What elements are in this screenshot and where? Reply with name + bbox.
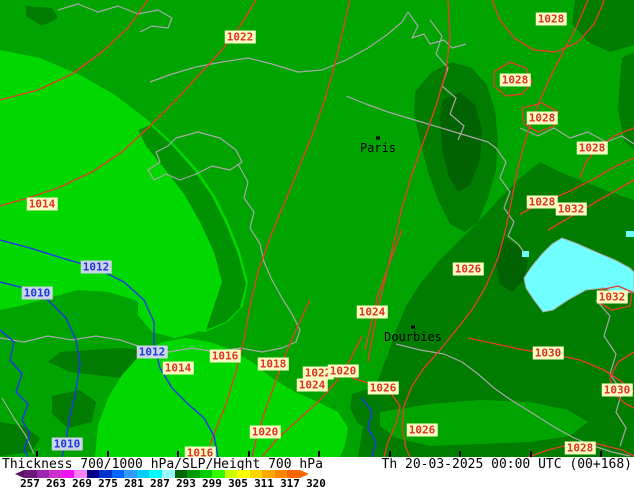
colorbar-left-arrow — [15, 470, 24, 478]
map-edge-tick — [248, 451, 250, 457]
colorbar-segment — [287, 470, 301, 478]
isobar-label: 1028 — [576, 141, 608, 155]
colorbar-tick-label: 257 — [20, 477, 40, 490]
colorbar-tick-label: 287 — [150, 477, 170, 490]
colorbar-segment — [162, 470, 175, 478]
colorbar-segment — [99, 470, 112, 478]
map-edge-tick — [600, 451, 602, 457]
city-label: Paris — [359, 141, 397, 155]
colorbar-right-arrow — [300, 470, 309, 478]
isobar-label: 1022 — [302, 366, 334, 380]
isobar-label: 1032 — [596, 290, 628, 304]
isobar-label: 1020 — [327, 364, 359, 378]
city-label: Dourbies — [384, 330, 442, 344]
isobar-label: 1026 — [367, 381, 399, 395]
map-edge-tick — [107, 451, 109, 457]
isobar-label: 1024 — [356, 305, 388, 319]
isobar-label: 1026 — [452, 262, 484, 276]
colorbar-segment — [274, 470, 288, 478]
map-product-title: Thickness 700/1000 hPa/SLP/Height 700 hP… — [2, 457, 323, 472]
colorbar-segment — [224, 470, 238, 478]
isobar-label: 1012 — [136, 345, 168, 359]
coastline-border-lines — [0, 3, 634, 457]
legend-bar: Thickness 700/1000 hPa/SLP/Height 700 hP… — [0, 457, 634, 490]
map-edge-tick — [177, 451, 179, 457]
colorbar-segment — [262, 470, 275, 478]
map-edge-tick — [36, 451, 38, 457]
colorbar-tick-label: 320 — [306, 477, 326, 490]
isobar-label: 1010 — [51, 437, 83, 451]
map-edge-ticks — [36, 451, 602, 457]
map-edge-tick — [389, 451, 391, 457]
colorbar-tick-label: 293 — [176, 477, 196, 490]
isobar-label: 1012 — [80, 260, 112, 274]
isobar-label: 1014 — [26, 197, 58, 211]
colorbar-segment — [36, 470, 50, 478]
isobar-label: 1024 — [296, 378, 328, 392]
colorbar-tick-label: 281 — [124, 477, 144, 490]
thickness-colorbar — [24, 470, 301, 478]
colorbar-segment — [174, 470, 188, 478]
isobar-label: 1028 — [526, 195, 558, 209]
colorbar-segment — [199, 470, 213, 478]
colorbar-tick-label: 275 — [98, 477, 118, 490]
colorbar-tick-label: 317 — [280, 477, 300, 490]
map-edge-tick — [530, 451, 532, 457]
isobar-label: 1032 — [555, 202, 587, 216]
colorbar-segment — [249, 470, 263, 478]
map-edge-tick — [459, 451, 461, 457]
colorbar-segment — [149, 470, 163, 478]
isobar-label: 1030 — [601, 383, 633, 397]
colorbar-tick-label: 269 — [72, 477, 92, 490]
isobar-label: 1030 — [532, 346, 564, 360]
colorbar-segment — [212, 470, 225, 478]
colorbar-tick-label: 305 — [228, 477, 248, 490]
isobar-label: 1028 — [535, 12, 567, 26]
isobar-label: 1014 — [162, 361, 194, 375]
colorbar-segment — [111, 470, 125, 478]
colorbar-tick-label: 299 — [202, 477, 222, 490]
colorbar-segment — [136, 470, 150, 478]
map-edge-tick — [318, 451, 320, 457]
city-marker-dot — [376, 136, 380, 140]
isobar-label: 1028 — [499, 73, 531, 87]
colorbar-segment — [86, 470, 100, 478]
colorbar-segment — [187, 470, 200, 478]
colorbar-segment — [124, 470, 137, 478]
isobar-label: 1018 — [257, 357, 289, 371]
colorbar-segment — [61, 470, 75, 478]
colorbar-tick-label: 311 — [254, 477, 274, 490]
colorbar-tick-label: 263 — [46, 477, 66, 490]
isobar-label: 1010 — [21, 286, 53, 300]
isobar-label: 1026 — [406, 423, 438, 437]
colorbar-segment — [237, 470, 250, 478]
isobar-label: 1022 — [224, 30, 256, 44]
valid-time-label: Th 20-03-2025 00:00 UTC (00+168) — [381, 457, 632, 472]
isobar-label: 1028 — [564, 441, 596, 455]
colorbar-segment — [49, 470, 62, 478]
colorbar-segment — [74, 470, 87, 478]
isobar-label: 1028 — [526, 111, 558, 125]
isobar-label: 1016 — [184, 446, 216, 460]
isobar-label: 1016 — [209, 349, 241, 363]
colorbar-segment — [24, 470, 37, 478]
isobar-label: 1020 — [249, 425, 281, 439]
city-marker-dot — [411, 325, 415, 329]
